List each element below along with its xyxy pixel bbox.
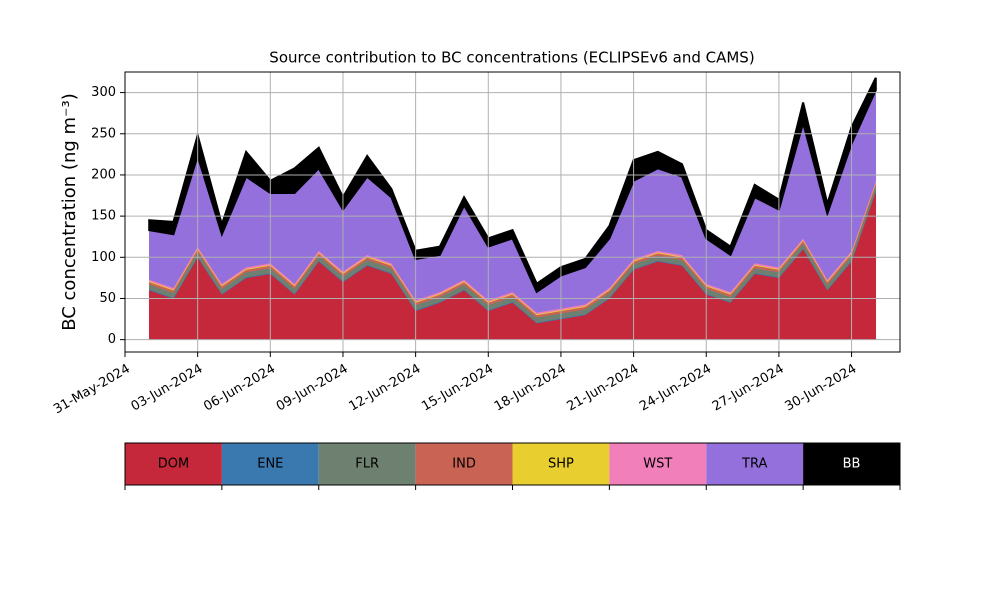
x-tick-label: 15-Jun-2024 [419,362,496,415]
legend-label: SHP [548,457,574,472]
y-tick-label: 150 [91,209,116,224]
x-tick-label: 12-Jun-2024 [347,362,424,415]
y-axis-label: BC concentration (ng m⁻³) [59,93,80,331]
legend-label: TRA [741,457,767,472]
x-tick-label: 06-Jun-2024 [201,362,278,415]
legend-swatch [415,443,513,485]
y-tick-label: 0 [108,332,116,347]
y-tick-label: 50 [99,291,116,306]
legend-swatch [318,443,416,485]
x-tick-label: 03-Jun-2024 [129,362,206,415]
x-tick-label: 27-Jun-2024 [710,362,787,415]
y-tick-label: 100 [91,250,116,265]
legend-label: WST [643,457,672,472]
legend-label: IND [452,457,476,472]
x-tick-label: 31-May-2024 [51,362,133,418]
x-tick-label: 18-Jun-2024 [492,362,569,415]
legend-swatch [609,443,707,485]
x-tick-label: 30-Jun-2024 [782,362,859,415]
legend-label: BB [843,457,861,472]
legend-swatch [512,443,610,485]
legend-label: DOM [158,457,189,472]
chart-title: Source contribution to BC concentrations… [269,49,754,67]
legend-swatch [706,443,804,485]
x-tick-label: 09-Jun-2024 [274,362,351,415]
x-tick-label: 21-Jun-2024 [565,362,642,415]
legend-frame [124,442,901,486]
legend-label: FLR [355,457,379,472]
legend-swatch [221,443,319,485]
legend-swatch [803,443,900,485]
x-tick-label: 24-Jun-2024 [637,362,714,415]
area [148,77,877,294]
legend-swatch [125,443,222,485]
legend-label: ENE [257,457,283,472]
plot-frame [124,71,901,353]
y-tick-label: 300 [91,85,116,100]
y-tick-label: 250 [91,126,116,141]
y-tick-label: 200 [91,167,116,182]
